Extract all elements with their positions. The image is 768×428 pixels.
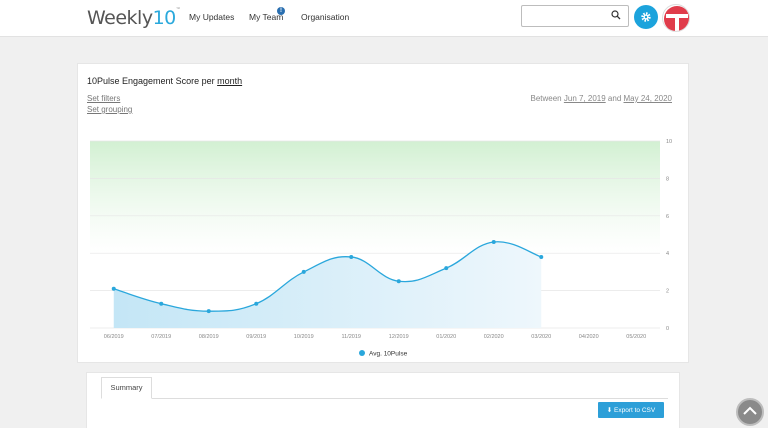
- chevron-up-icon: [743, 406, 757, 415]
- x-tick-label: 08/2019: [199, 334, 219, 340]
- x-tick-label: 07/2019: [151, 334, 171, 340]
- nav-my-updates[interactable]: My Updates: [189, 12, 235, 22]
- date-range: Between Jun 7, 2019 and May 24, 2020: [530, 94, 673, 103]
- legend-marker: [359, 350, 365, 356]
- summary-card: [86, 372, 680, 428]
- x-tick-label: 06/2019: [104, 334, 124, 340]
- tab-summary[interactable]: Summary: [101, 377, 152, 399]
- data-point[interactable]: [159, 301, 164, 306]
- start-date-link[interactable]: Jun 7, 2019: [563, 94, 606, 103]
- x-tick-label: 12/2019: [389, 334, 409, 340]
- x-tick-label: 05/2020: [626, 334, 646, 340]
- report-title: 10Pulse Engagement Score per month: [87, 76, 243, 86]
- search-input[interactable]: [521, 5, 629, 27]
- data-point[interactable]: [111, 286, 116, 291]
- x-tick-label: 10/2019: [294, 334, 314, 340]
- area-fill: [113, 241, 542, 328]
- data-point[interactable]: [444, 266, 449, 271]
- my-team-notification-badge: !: [277, 7, 285, 15]
- x-tick-label: 09/2019: [246, 334, 266, 340]
- set-grouping-link[interactable]: Set grouping: [87, 105, 133, 114]
- x-tick-label: 02/2020: [484, 334, 504, 340]
- weekly10-logo[interactable]: Weekly10™: [87, 7, 181, 29]
- user-avatar[interactable]: [662, 4, 690, 32]
- settings-button[interactable]: [634, 5, 658, 29]
- y-tick-label: 2: [666, 289, 669, 295]
- y-tick-label: 8: [666, 176, 669, 182]
- export-csv-button[interactable]: ⬇ Export to CSV: [598, 402, 664, 418]
- tab-divider: [101, 398, 668, 399]
- x-tick-label: 01/2020: [436, 334, 456, 340]
- x-tick-label: 04/2020: [579, 334, 599, 340]
- series-line-avg-10pulse: [113, 241, 542, 312]
- download-icon: ⬇: [606, 407, 613, 414]
- data-point[interactable]: [491, 239, 496, 244]
- period-selector[interactable]: month: [217, 76, 243, 86]
- scroll-to-top-button[interactable]: [736, 398, 764, 426]
- search-icon[interactable]: [611, 10, 621, 20]
- data-point[interactable]: [301, 269, 306, 274]
- target-band: [90, 141, 660, 254]
- y-tick-label: 6: [666, 214, 669, 220]
- legend-label[interactable]: Avg. 10Pulse: [369, 351, 408, 358]
- data-point[interactable]: [539, 254, 544, 259]
- gear-icon: [641, 12, 651, 22]
- x-tick-label: 11/2019: [342, 334, 361, 340]
- data-point[interactable]: [349, 254, 354, 259]
- x-tick-label: 03/2020: [531, 334, 551, 340]
- data-point[interactable]: [254, 301, 259, 306]
- data-point[interactable]: [396, 279, 401, 284]
- avatar-icon: [664, 6, 689, 31]
- end-date-link[interactable]: May 24, 2020: [623, 94, 672, 103]
- y-tick-label: 10: [666, 139, 672, 145]
- nav-my-team[interactable]: My Team: [249, 12, 284, 22]
- data-point[interactable]: [206, 309, 211, 314]
- set-filters-link[interactable]: Set filters: [87, 94, 121, 103]
- y-tick-label: 4: [666, 251, 669, 257]
- y-tick-label: 0: [666, 326, 669, 332]
- nav-organisation[interactable]: Organisation: [301, 12, 350, 22]
